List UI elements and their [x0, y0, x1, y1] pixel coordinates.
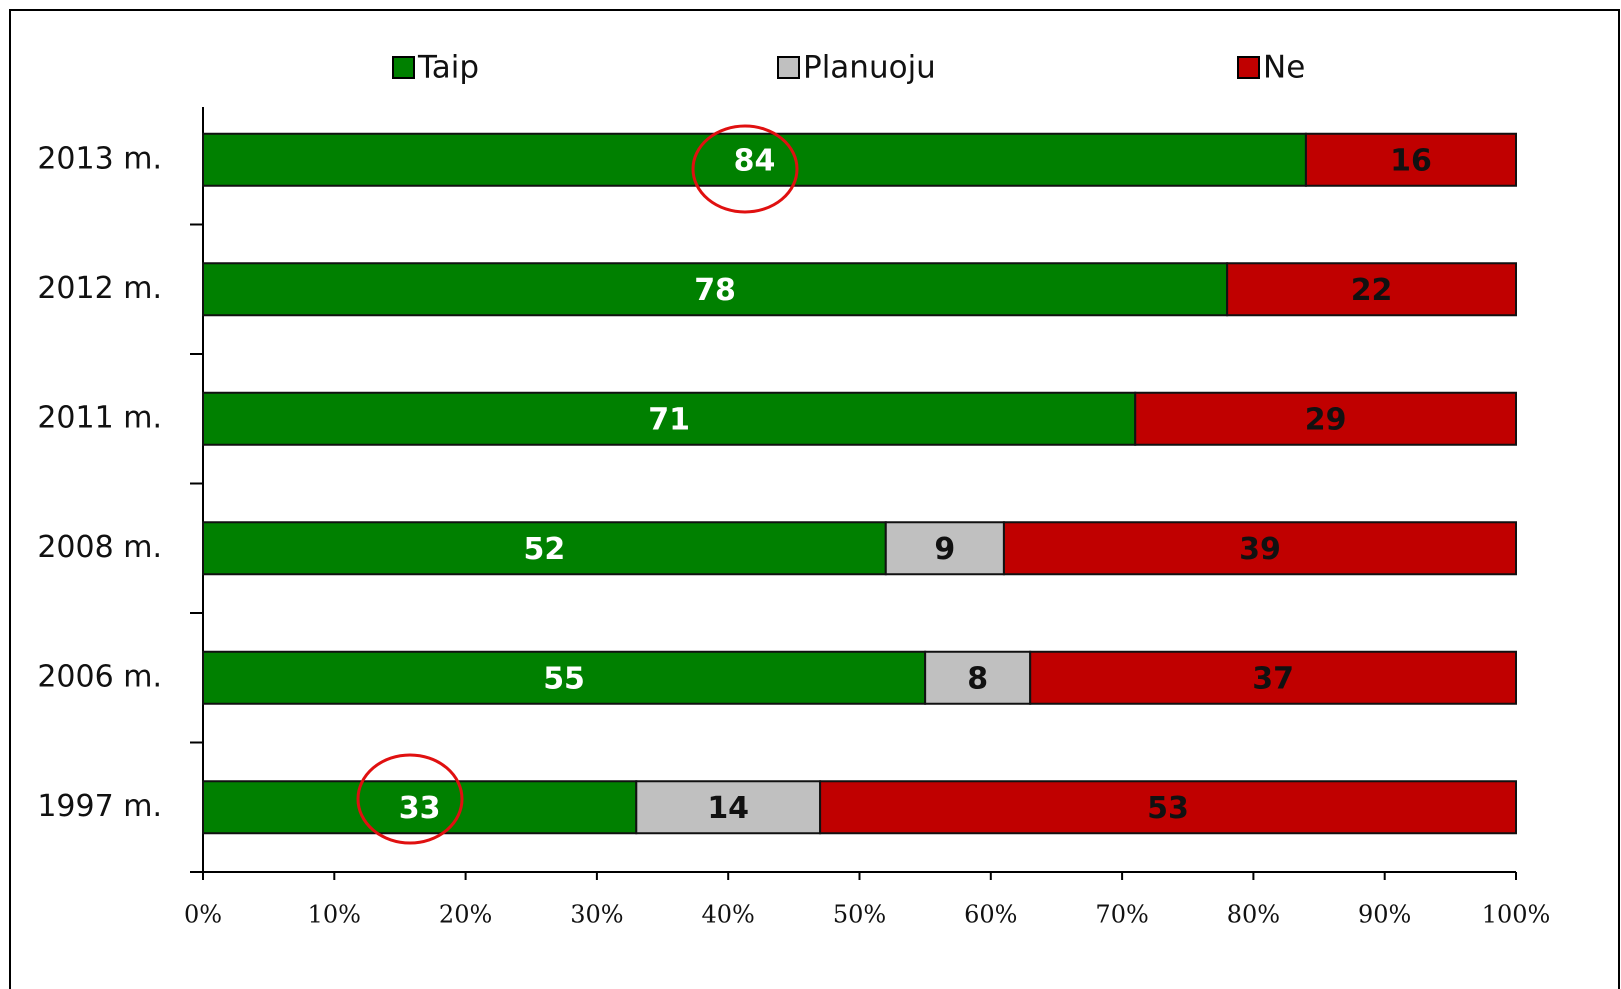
legend-swatch	[392, 56, 415, 79]
data-label: 14	[707, 791, 749, 826]
data-label: 9	[934, 532, 955, 567]
x-tick-label: 50%	[833, 901, 886, 929]
bar-segment	[202, 132, 1307, 187]
data-label: 55	[543, 661, 585, 696]
bar-segment	[1134, 391, 1517, 446]
x-tick-label: 70%	[1095, 901, 1148, 929]
data-label: 16	[1390, 143, 1432, 178]
legend-label: Planuoju	[803, 50, 936, 86]
chart-frame	[9, 9, 1620, 989]
data-label: 8	[967, 661, 988, 696]
legend-swatch	[1237, 56, 1260, 79]
y-tick-label: 1997 m.	[37, 789, 162, 824]
data-label: 29	[1305, 402, 1347, 437]
x-tick-label: 20%	[439, 901, 492, 929]
bar-segment	[819, 780, 1517, 835]
y-tick-label: 2008 m.	[37, 530, 162, 565]
bar-segment	[924, 650, 1032, 705]
bar-segment	[202, 650, 927, 705]
x-tick-label: 30%	[570, 901, 623, 929]
x-tick-label: 100%	[1482, 901, 1551, 929]
bar-segment	[202, 262, 1229, 317]
highlight-circle	[356, 753, 464, 845]
data-label: 33	[399, 791, 441, 826]
x-tick-label: 40%	[702, 901, 755, 929]
bar-segment	[202, 391, 1137, 446]
data-label: 37	[1252, 661, 1294, 696]
y-tick-label: 2011 m.	[37, 400, 162, 435]
x-tick-label: 80%	[1227, 901, 1280, 929]
bar-segment	[1226, 262, 1517, 317]
data-label: 53	[1147, 791, 1189, 826]
x-tick-label: 10%	[308, 901, 361, 929]
bar-segment	[1029, 650, 1517, 705]
bar-segment	[635, 780, 822, 835]
data-label: 52	[524, 532, 566, 567]
bar-segment	[202, 521, 887, 576]
bar-segment	[884, 521, 1005, 576]
y-tick-label: 2006 m.	[37, 659, 162, 694]
x-tick-label: 0%	[184, 901, 222, 929]
data-label: 84	[734, 143, 776, 178]
legend-label: Ne	[1263, 50, 1305, 86]
highlight-circle	[691, 124, 799, 214]
data-label: 22	[1351, 273, 1393, 308]
x-tick-label: 60%	[964, 901, 1017, 929]
y-tick-label: 2013 m.	[37, 141, 162, 176]
legend-label: Taip	[417, 50, 479, 86]
bar-segment	[1002, 521, 1517, 576]
data-label: 39	[1239, 532, 1281, 567]
bar-segment	[202, 780, 638, 835]
x-tick-label: 90%	[1358, 901, 1411, 929]
bar-segment	[1304, 132, 1518, 187]
data-label: 78	[694, 273, 736, 308]
data-label: 71	[648, 402, 690, 437]
legend-swatch	[777, 56, 800, 79]
y-tick-label: 2012 m.	[37, 271, 162, 306]
